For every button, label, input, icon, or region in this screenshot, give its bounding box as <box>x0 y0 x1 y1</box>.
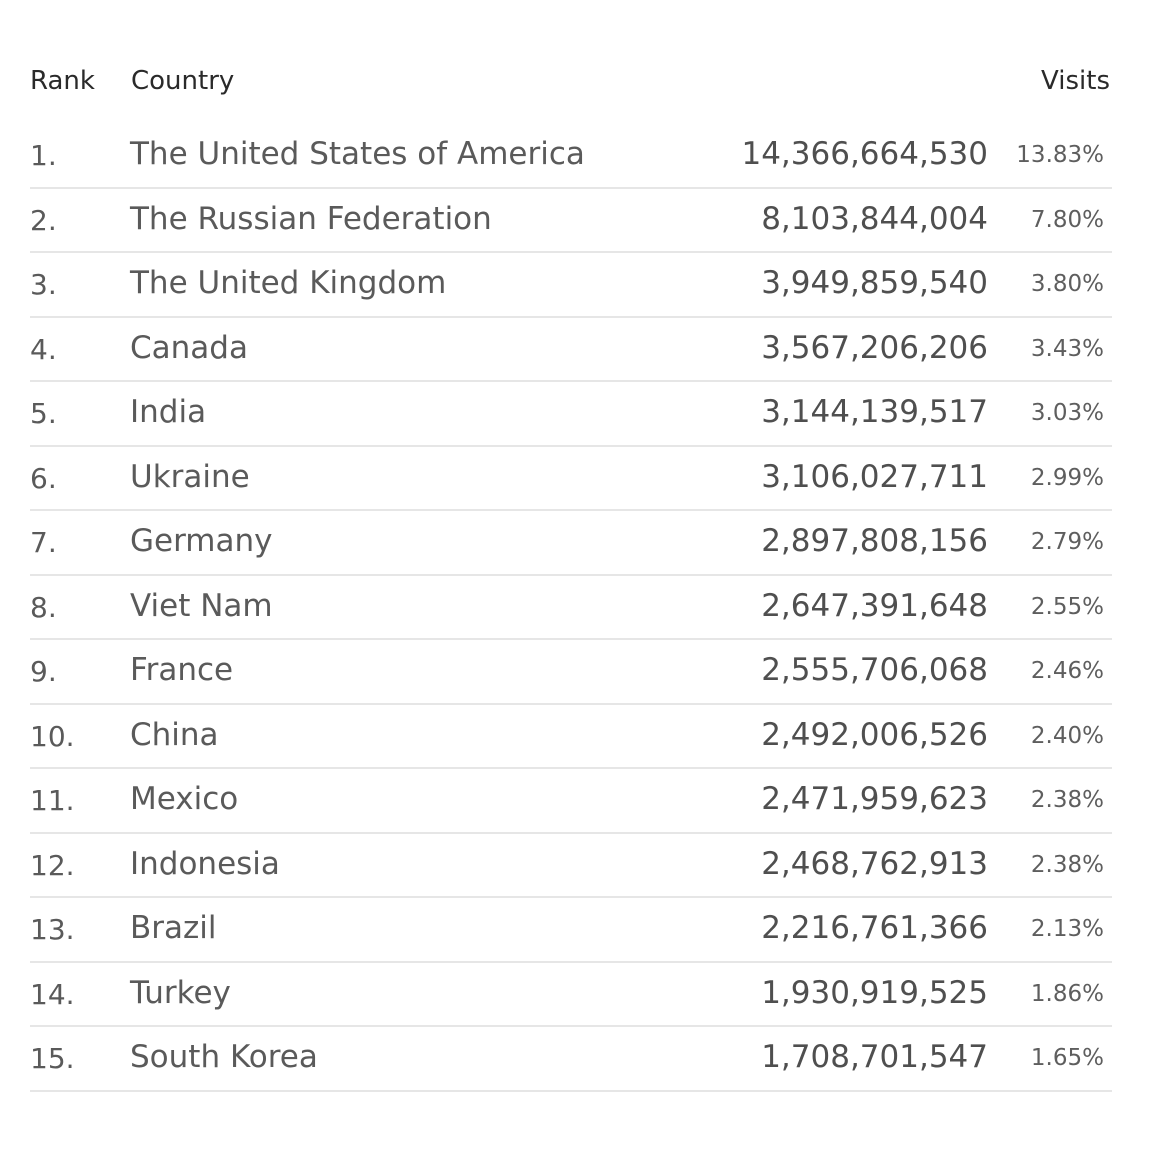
country-cell: Viet Nam <box>130 587 273 624</box>
visits-cell: 2,471,959,623 <box>761 781 988 817</box>
rank-cell: 12. <box>30 848 75 882</box>
rank-cell: 6. <box>30 461 57 495</box>
table-row: 7. Germany 2,897,808,156 2.79% <box>30 511 1112 576</box>
country-cell: The United Kingdom <box>130 265 447 301</box>
rank-cell: 1. <box>30 139 57 172</box>
table-row: 14. Turkey 1,930,919,525 1.86% <box>30 963 1112 1027</box>
table-row: 6. Ukraine 3,106,027,711 2.99% <box>30 447 1112 511</box>
share-cell: 7.80% <box>1030 206 1104 233</box>
share-cell: 2.79% <box>1030 529 1104 555</box>
table-row: 10. China 2,492,006,526 2.40% <box>30 705 1112 769</box>
visits-cell: 1,930,919,525 <box>761 974 988 1011</box>
country-cell: Indonesia <box>130 845 280 882</box>
visits-cell: 14,366,664,530 <box>741 136 988 172</box>
rank-cell: 3. <box>30 268 57 301</box>
share-cell: 2.13% <box>1030 916 1104 942</box>
share-cell: 1.86% <box>1030 980 1104 1007</box>
share-cell: 3.03% <box>1030 400 1104 426</box>
table-row: 4. Canada 3,567,206,206 3.43% <box>30 318 1112 382</box>
country-cell: Mexico <box>130 781 239 817</box>
rank-column-header: Rank <box>30 66 95 96</box>
country-cell: France <box>130 652 234 688</box>
country-cell: Turkey <box>130 974 231 1011</box>
visits-cell: 2,468,762,913 <box>761 845 988 882</box>
country-cell: Canada <box>130 329 248 366</box>
rank-cell: 9. <box>30 655 57 688</box>
country-cell: China <box>130 716 219 753</box>
rank-cell: 4. <box>30 332 57 366</box>
country-column-header: Country <box>131 66 235 96</box>
visits-cell: 3,106,027,711 <box>761 458 988 495</box>
rank-cell: 10. <box>30 719 75 753</box>
table-row: 15. South Korea 1,708,701,547 1.65% <box>30 1027 1112 1092</box>
share-cell: 1.65% <box>1030 1045 1104 1071</box>
share-cell: 13.83% <box>1016 142 1104 168</box>
table-body: 1. The United States of America 14,366,664… <box>30 124 1112 1092</box>
visits-cell: 2,216,761,366 <box>761 910 988 946</box>
visits-cell: 2,555,706,068 <box>761 652 988 688</box>
table-row: 12. Indonesia 2,468,762,913 2.38% <box>30 834 1112 898</box>
share-cell: 2.38% <box>1030 787 1104 813</box>
rank-cell: 2. <box>30 203 57 237</box>
visits-cell: 8,103,844,004 <box>761 200 988 237</box>
visits-cell: 2,647,391,648 <box>761 587 988 624</box>
table-row: 9. France 2,555,706,068 2.46% <box>30 640 1112 705</box>
country-cell: The Russian Federation <box>130 200 492 237</box>
table-row: 1. The United States of America 14,366,664… <box>30 124 1112 189</box>
country-cell: Brazil <box>130 910 217 946</box>
share-cell: 2.55% <box>1030 593 1104 620</box>
rank-cell: 15. <box>30 1042 75 1075</box>
rank-cell: 14. <box>30 977 75 1011</box>
table-row: 3. The United Kingdom 3,949,859,540 3.80% <box>30 253 1112 318</box>
rank-cell: 5. <box>30 397 57 430</box>
table-row: 8. Viet Nam 2,647,391,648 2.55% <box>30 576 1112 640</box>
country-cell: The United States of America <box>130 136 585 172</box>
table-row: 2. The Russian Federation 8,103,844,004 7.8… <box>30 189 1112 253</box>
rank-cell: 13. <box>30 913 75 946</box>
rank-cell: 7. <box>30 526 57 559</box>
rank-cell: 8. <box>30 590 57 624</box>
rank-cell: 11. <box>30 784 75 817</box>
share-cell: 3.80% <box>1030 271 1104 297</box>
country-cell: Ukraine <box>130 458 250 495</box>
table-row: 13. Brazil 2,216,761,366 2.13% <box>30 898 1112 963</box>
table-header: Rank Country Visits <box>30 0 1112 124</box>
share-cell: 2.38% <box>1030 851 1104 878</box>
share-cell: 2.99% <box>1030 464 1104 491</box>
country-visits-table: Rank Country Visits 1. The United States … <box>30 0 1112 1092</box>
table-row: 5. India 3,144,139,517 3.03% <box>30 382 1112 447</box>
visits-cell: 2,492,006,526 <box>761 716 988 753</box>
share-cell: 2.46% <box>1030 658 1104 684</box>
country-cell: Germany <box>130 523 273 559</box>
visits-cell: 3,567,206,206 <box>761 329 988 366</box>
visits-cell: 2,897,808,156 <box>761 523 988 559</box>
visits-column-header: Visits <box>1041 66 1110 96</box>
visits-cell: 3,144,139,517 <box>761 394 988 430</box>
country-cell: India <box>130 394 207 430</box>
country-cell: South Korea <box>130 1039 318 1075</box>
visits-cell: 3,949,859,540 <box>761 265 988 301</box>
table-row: 11. Mexico 2,471,959,623 2.38% <box>30 769 1112 834</box>
share-cell: 3.43% <box>1030 335 1104 362</box>
visits-cell: 1,708,701,547 <box>761 1039 988 1075</box>
share-cell: 2.40% <box>1030 722 1104 749</box>
